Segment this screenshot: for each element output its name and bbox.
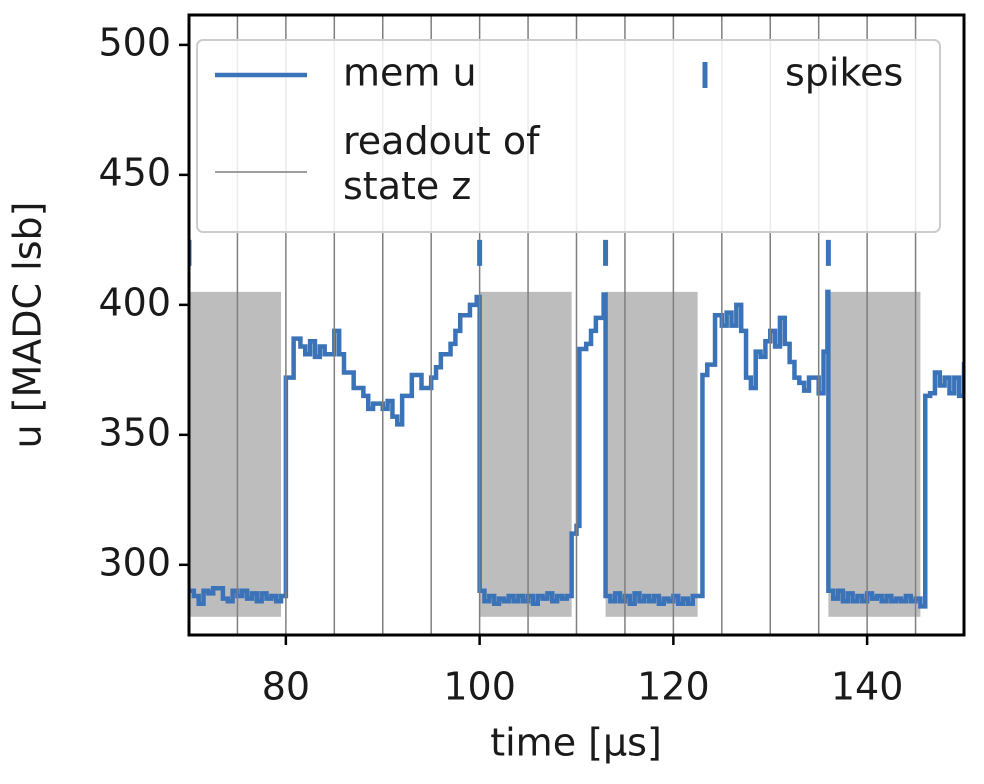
refractory-shade <box>479 291 572 617</box>
y-tick-label: 350 <box>98 410 171 454</box>
x-tick-label: 120 <box>637 665 710 709</box>
legend-label-line: readout of <box>343 119 541 163</box>
legend-label-line: state z <box>343 164 471 208</box>
plot-frame <box>187 13 966 637</box>
y-tick-label: 500 <box>98 20 171 64</box>
y-tick-label: 450 <box>98 150 171 194</box>
refractory-shade <box>189 291 282 617</box>
x-tick-label: 80 <box>262 665 310 709</box>
legend-box <box>196 39 941 233</box>
y-tick-label: 400 <box>98 280 171 324</box>
x-tick-label: 100 <box>443 665 516 709</box>
refractory-shade <box>828 291 921 617</box>
y-axis-label: u [MADC lsb] <box>6 202 50 449</box>
plot-area <box>189 15 964 635</box>
x-axis-label: time [µs] <box>490 721 662 765</box>
refractory-shade <box>605 291 698 617</box>
legend-label: spikes <box>785 51 903 95</box>
y-tick-label: 300 <box>98 540 171 584</box>
membrane-trace <box>189 289 964 609</box>
x-tick-label: 140 <box>831 665 904 709</box>
legend-label: readout of state z <box>343 119 541 208</box>
legend-label: mem u <box>343 51 477 95</box>
